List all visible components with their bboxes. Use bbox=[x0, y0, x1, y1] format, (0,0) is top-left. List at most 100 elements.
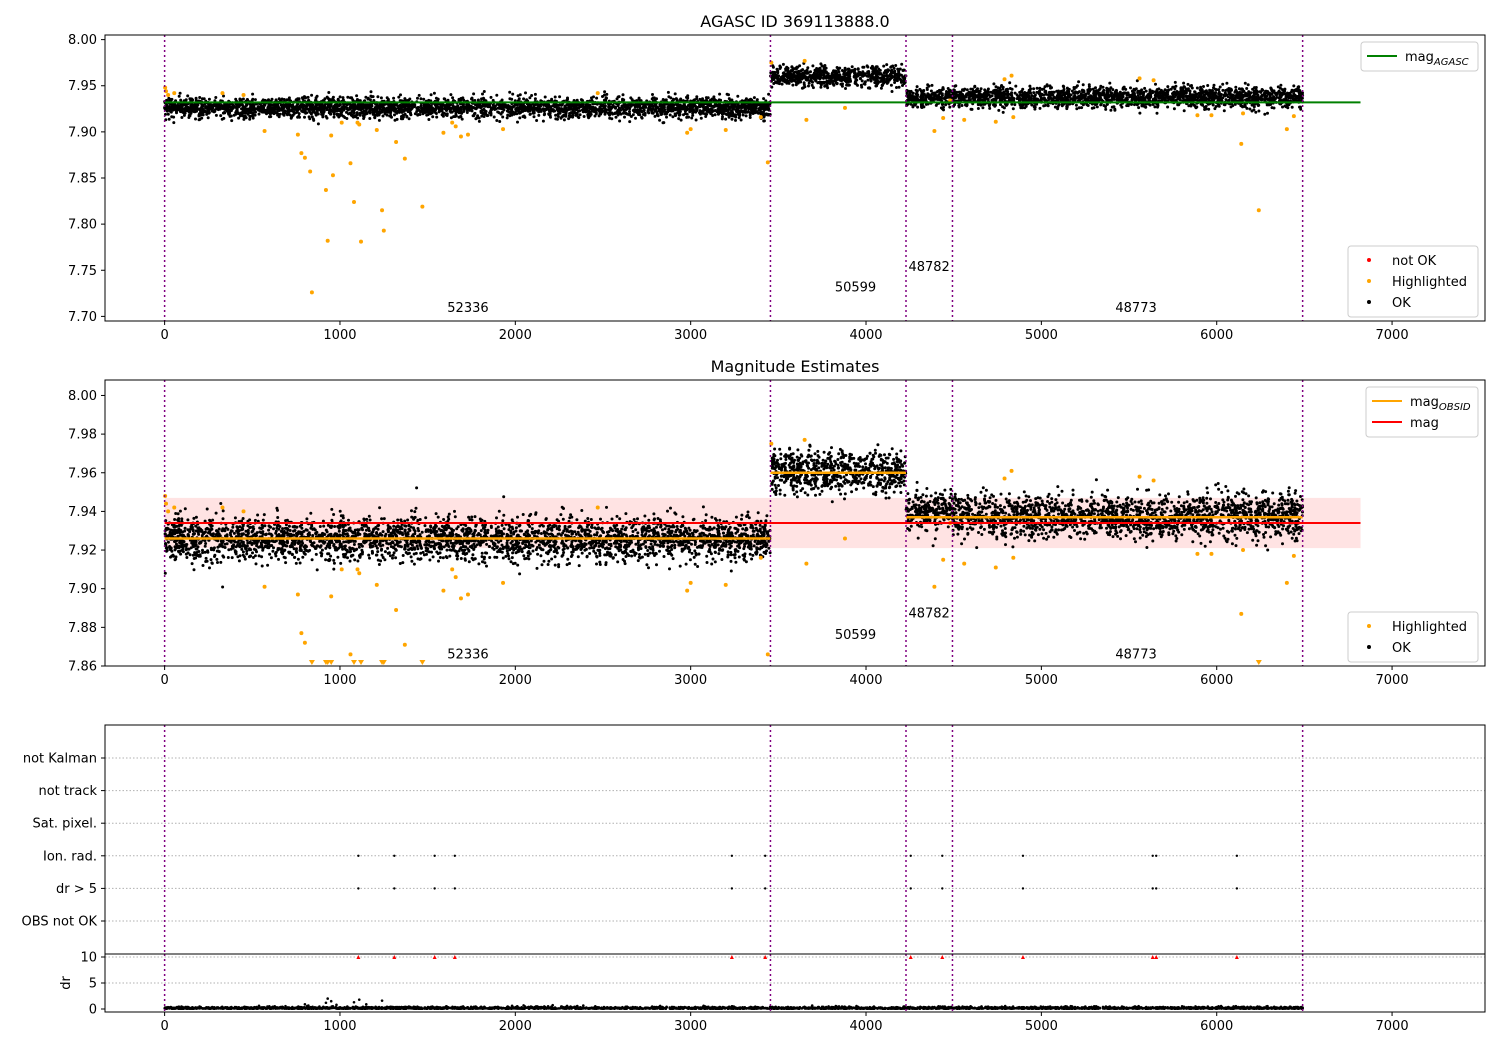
ok-point bbox=[788, 70, 792, 74]
ok-point bbox=[880, 84, 884, 88]
ok-point bbox=[284, 103, 288, 107]
ok-point bbox=[514, 112, 517, 115]
ok-point bbox=[333, 110, 336, 114]
ok-point bbox=[377, 118, 381, 122]
ok-point bbox=[1204, 105, 1208, 108]
ok-point bbox=[652, 104, 655, 108]
ok-point bbox=[662, 121, 666, 125]
ok-point bbox=[426, 107, 430, 111]
ok-point bbox=[403, 107, 407, 111]
ok-point bbox=[538, 109, 542, 113]
ok-point bbox=[882, 64, 886, 68]
ok-point bbox=[180, 116, 184, 119]
ok-point bbox=[828, 75, 832, 79]
ok-point bbox=[293, 108, 297, 111]
ok-point bbox=[788, 75, 792, 79]
ok-point bbox=[488, 111, 492, 115]
ok-point bbox=[192, 107, 196, 111]
ok-point bbox=[241, 97, 245, 101]
ok-point bbox=[316, 122, 320, 126]
ok-point bbox=[940, 94, 944, 97]
ok-point bbox=[762, 114, 766, 118]
ok-point bbox=[234, 97, 238, 101]
ok-point bbox=[248, 114, 252, 118]
ok-point bbox=[511, 92, 515, 96]
ok-point bbox=[862, 65, 866, 69]
ok-point bbox=[753, 105, 757, 109]
ok-point bbox=[823, 68, 827, 72]
ok-point bbox=[729, 111, 733, 115]
ok-point bbox=[826, 72, 830, 76]
ok-point bbox=[1001, 87, 1005, 91]
ok-point bbox=[400, 110, 404, 114]
ok-point bbox=[920, 106, 924, 109]
ok-point bbox=[672, 98, 676, 101]
ok-point bbox=[1095, 105, 1099, 109]
ok-point bbox=[410, 103, 414, 107]
ok-point bbox=[765, 105, 768, 109]
ok-point bbox=[879, 72, 882, 76]
ok-point bbox=[172, 121, 176, 125]
ok-point bbox=[712, 95, 716, 99]
ok-point bbox=[518, 116, 522, 120]
ok-point bbox=[811, 64, 815, 68]
ok-point bbox=[777, 78, 781, 82]
ok-point bbox=[499, 112, 503, 116]
ok-point bbox=[935, 94, 939, 98]
ok-point bbox=[480, 97, 483, 101]
ok-point bbox=[724, 103, 728, 106]
ok-point bbox=[666, 90, 670, 94]
ok-point bbox=[413, 112, 417, 116]
ok-point bbox=[533, 92, 537, 96]
ok-point bbox=[500, 98, 504, 102]
ok-point bbox=[252, 104, 256, 107]
ok-point bbox=[721, 115, 724, 119]
ok-point bbox=[664, 98, 668, 102]
ok-point bbox=[699, 116, 703, 120]
ok-point bbox=[206, 111, 210, 115]
ok-point bbox=[751, 110, 755, 114]
ok-point bbox=[1213, 107, 1217, 111]
ok-point bbox=[860, 85, 864, 89]
ok-point bbox=[300, 109, 304, 113]
ok-point bbox=[667, 109, 671, 113]
ok-point bbox=[516, 120, 519, 124]
ok-point bbox=[849, 69, 853, 73]
ok-point bbox=[593, 108, 597, 112]
ok-point bbox=[960, 104, 964, 107]
agasc-panel: AGASC ID 369113888.0 5233650599487824877… bbox=[68, 12, 1486, 343]
ok-point bbox=[651, 93, 654, 96]
ok-point bbox=[953, 84, 957, 88]
ok-point bbox=[460, 111, 464, 115]
ok-point bbox=[1278, 98, 1282, 102]
ok-point bbox=[761, 106, 765, 110]
ok-point bbox=[251, 92, 255, 96]
ok-point bbox=[802, 81, 806, 85]
ok-point bbox=[915, 85, 919, 89]
ok-point bbox=[562, 118, 566, 122]
ok-point bbox=[498, 120, 502, 123]
ok-point bbox=[408, 97, 412, 101]
ok-point bbox=[204, 105, 208, 109]
ok-point bbox=[254, 110, 257, 114]
ok-point bbox=[707, 103, 711, 107]
ok-point bbox=[440, 109, 444, 113]
ok-point bbox=[819, 83, 823, 87]
ok-point bbox=[709, 107, 713, 111]
ok-point bbox=[310, 93, 314, 97]
ok-point bbox=[775, 81, 779, 85]
ok-point bbox=[336, 107, 339, 111]
ok-point bbox=[651, 107, 655, 111]
ok-point bbox=[687, 115, 691, 119]
ok-point bbox=[482, 104, 486, 108]
ok-point bbox=[484, 110, 488, 113]
ok-point bbox=[269, 108, 273, 111]
ok-point bbox=[407, 117, 411, 121]
ok-point bbox=[303, 110, 307, 114]
ok-point bbox=[532, 111, 536, 115]
ok-point bbox=[241, 112, 244, 115]
ok-point bbox=[678, 108, 682, 112]
ok-point bbox=[709, 111, 713, 115]
ok-point bbox=[244, 116, 248, 120]
ok-point bbox=[1254, 110, 1258, 114]
